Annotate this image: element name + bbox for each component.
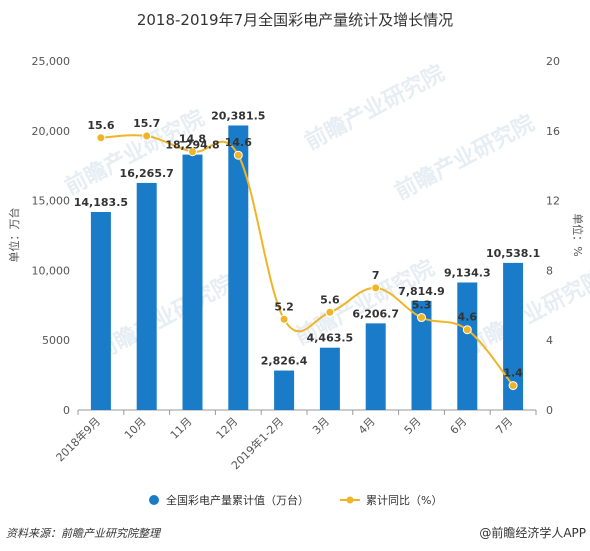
line-point	[417, 313, 426, 323]
line-value-label: 4.6	[458, 311, 478, 324]
bar	[319, 347, 340, 410]
watermark-3: 前瞻产业研究院	[391, 110, 539, 205]
watermark-1: 前瞻产业研究院	[301, 60, 449, 155]
line-point	[142, 131, 152, 141]
bar	[274, 370, 295, 410]
y-tick-label: 10,000	[32, 264, 71, 277]
x-tick-label: 10月	[122, 415, 149, 442]
legend-line-label: 累计同比（%）	[366, 494, 442, 507]
line-value-label: 15.7	[133, 117, 160, 130]
bar	[90, 211, 111, 410]
x-tick-label: 4月	[356, 415, 378, 437]
legend-bar-marker	[149, 495, 159, 505]
line-value-label: 5.3	[412, 299, 432, 312]
bar-value-label: 6,206.7	[352, 307, 399, 320]
line-value-label: 14.8	[179, 133, 206, 146]
line-point	[462, 325, 472, 335]
line-point	[371, 283, 381, 293]
y-tick-label: 15,000	[32, 195, 71, 208]
y-tick-label: 0	[63, 404, 70, 417]
line-point	[96, 133, 106, 143]
bar-value-label: 18,294.8	[165, 139, 219, 152]
x-tick-label: 5月	[402, 415, 424, 437]
bar-value-label: 9,134.3	[444, 266, 491, 279]
y-tick-label: 25,000	[32, 55, 71, 68]
bar-value-label: 14,183.5	[74, 196, 128, 209]
line-point	[188, 147, 197, 157]
data-labels: 14,183.5 16,265.7 18,294.8 20,381.5 2,826.4 4…	[74, 109, 540, 379]
bar	[365, 323, 386, 410]
legend: 全国彩电产量累计值（万台） 累计同比（%）	[149, 493, 442, 507]
x-tick-label: 6月	[448, 415, 470, 437]
y-tick-label: 5000	[42, 334, 70, 347]
bar	[182, 154, 203, 410]
legend-bar-label: 全国彩电产量累计值（万台）	[166, 493, 309, 507]
brand-credit: @前瞻经济学人APP	[479, 525, 586, 540]
x-tick-label: 11月	[168, 415, 195, 442]
bar	[411, 300, 432, 410]
x-tick-label: 2018年9月	[53, 414, 103, 464]
line-value-label: 7	[372, 269, 380, 282]
y-axis-title: 单位：万台	[7, 208, 21, 263]
bar-value-label: 4,463.5	[307, 332, 354, 345]
line-value-label: 5.6	[320, 293, 340, 306]
chart-title: 2018-2019年7月全国彩电产量统计及增长情况	[137, 11, 453, 29]
line-value-label: 5.2	[274, 300, 294, 313]
growth-line	[100, 134, 514, 387]
line-point	[508, 381, 518, 391]
bar-series	[90, 125, 524, 411]
bar-value-label: 20,381.5	[211, 109, 265, 122]
bar-value-label: 2,826.4	[261, 355, 308, 368]
source-note: 资料来源：前瞻产业研究院整理	[6, 527, 162, 540]
line-series	[96, 131, 518, 391]
x-tick-label: 3月	[310, 415, 332, 437]
y-tick-label: 20,000	[32, 125, 71, 138]
bar-value-label: 10,538.1	[486, 247, 540, 260]
y2-axis-title: 单位：%	[571, 213, 585, 256]
y2-tick-label: 20	[546, 55, 560, 68]
watermark-5: 前瞻产业研究院	[91, 270, 239, 365]
y2-tick-label: 4	[546, 334, 553, 347]
line-value-label: 14.6	[225, 136, 252, 149]
bar	[228, 125, 249, 411]
line-point	[233, 150, 243, 160]
y2-tick-label: 0	[546, 404, 553, 417]
line-point	[325, 307, 335, 317]
y2-tick-label: 8	[546, 264, 553, 277]
y2-tick-label: 12	[546, 195, 560, 208]
line-value-label: 1.4	[503, 367, 523, 380]
bar-value-label: 7,814.9	[398, 285, 445, 298]
bar	[457, 282, 478, 410]
x-tick-label: 7月	[493, 415, 515, 437]
line-value-label: 15.6	[87, 119, 114, 132]
bar-value-label: 16,265.7	[120, 167, 174, 180]
bar	[136, 182, 157, 410]
line-point	[279, 314, 289, 324]
legend-line-marker	[346, 496, 354, 504]
x-tick-label: 12月	[214, 415, 241, 442]
y2-tick-label: 16	[546, 125, 560, 138]
bar	[503, 262, 524, 410]
